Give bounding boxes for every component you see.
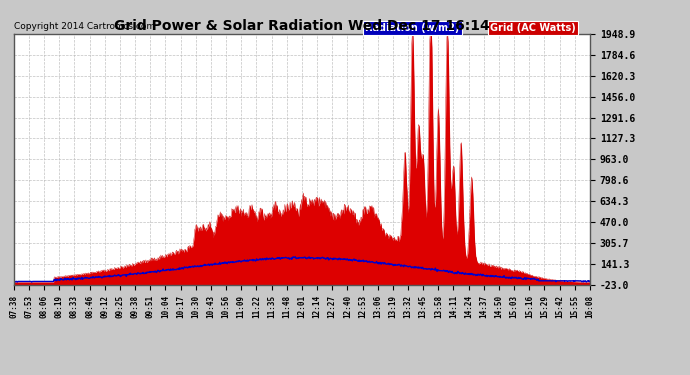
Text: Grid (AC Watts): Grid (AC Watts) <box>490 23 575 33</box>
Text: Radiation (w/m2): Radiation (w/m2) <box>365 23 460 33</box>
Text: Copyright 2014 Cartronics.com: Copyright 2014 Cartronics.com <box>14 22 155 31</box>
Title: Grid Power & Solar Radiation Wed Dec 17 16:14: Grid Power & Solar Radiation Wed Dec 17 … <box>114 19 490 33</box>
